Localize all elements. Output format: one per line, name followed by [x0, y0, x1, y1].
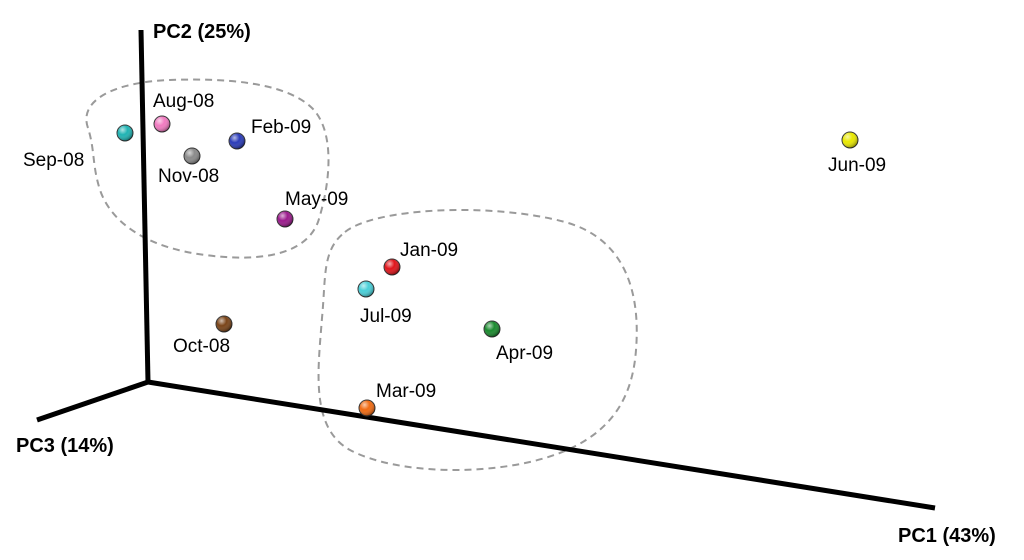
- pc2-axis: [138, 29, 151, 383]
- point-label-apr-09: Apr-09: [496, 343, 553, 364]
- cluster-outline-2009-group: [317, 209, 638, 471]
- pc1-axis-label: PC1 (43%): [898, 525, 996, 547]
- point-label-mar-09: Mar-09: [376, 381, 436, 402]
- data-point-aug-08: [153, 115, 171, 133]
- point-labels: Aug-08 Sep-08 Feb-09 Nov-08 May-09 Jun-09 Jan-…: [23, 91, 886, 402]
- data-point-shading-jul-09: [358, 281, 374, 297]
- point-label-oct-08: Oct-08: [173, 336, 230, 357]
- data-point-shading-sep-08: [117, 125, 133, 141]
- point-label-aug-08: Aug-08: [153, 91, 214, 112]
- data-point-shading-nov-08: [184, 148, 200, 164]
- data-point-sep-08: [116, 124, 134, 142]
- data-point-apr-09: [483, 320, 501, 338]
- pc3-axis-label: PC3 (14%): [16, 435, 114, 457]
- axis-labels: PC2 (25%) PC3 (14%) PC1 (43%): [16, 21, 996, 547]
- point-label-feb-09: Feb-09: [251, 117, 311, 138]
- pc3-axis: [36, 379, 149, 423]
- point-label-nov-08: Nov-08: [158, 166, 219, 187]
- data-point-shading-feb-09: [229, 133, 245, 149]
- data-point-jan-09: [383, 258, 401, 276]
- point-label-jan-09: Jan-09: [400, 240, 458, 261]
- data-point-nov-08: [183, 147, 201, 165]
- data-point-shading-may-09: [277, 211, 293, 227]
- data-point-may-09: [276, 210, 294, 228]
- data-point-shading-aug-08: [154, 116, 170, 132]
- data-point-jul-09: [357, 280, 375, 298]
- data-point-jun-09: [841, 131, 859, 149]
- pc1-axis: [147, 379, 936, 511]
- data-point-feb-09: [228, 132, 246, 150]
- point-label-may-09: May-09: [285, 189, 348, 210]
- pc2-axis-label: PC2 (25%): [153, 21, 251, 43]
- axes: [36, 29, 936, 511]
- point-label-jul-09: Jul-09: [360, 306, 412, 327]
- data-point-shading-mar-09: [359, 400, 375, 416]
- point-label-jun-09: Jun-09: [828, 155, 886, 176]
- data-point-mar-09: [358, 399, 376, 417]
- data-points: [116, 115, 859, 417]
- data-point-shading-jan-09: [384, 259, 400, 275]
- data-point-shading-jun-09: [842, 132, 858, 148]
- data-point-shading-oct-08: [216, 316, 232, 332]
- point-label-sep-08: Sep-08: [23, 150, 84, 171]
- cluster-outline-2008-group: [85, 78, 330, 259]
- data-point-shading-apr-09: [484, 321, 500, 337]
- data-point-oct-08: [215, 315, 233, 333]
